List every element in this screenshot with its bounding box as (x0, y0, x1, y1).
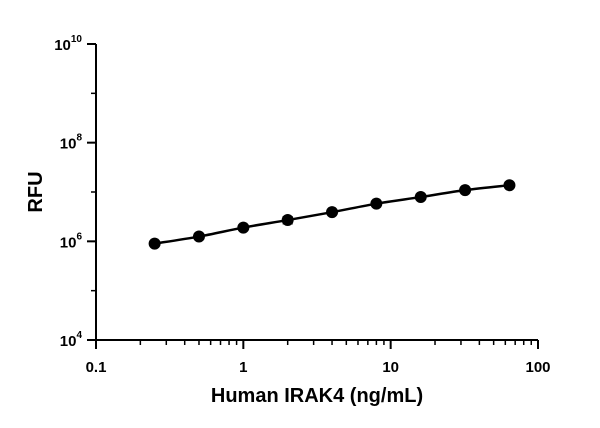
y-tick-label: 106 (60, 231, 83, 251)
data-point (459, 184, 472, 197)
data-point (148, 237, 161, 250)
data-point (192, 230, 205, 243)
y-tick-base: 10 (60, 234, 77, 251)
y-tick-label: 1010 (54, 34, 82, 54)
y-tick-exponent: 10 (71, 34, 83, 45)
y-tick-label: 104 (60, 330, 83, 350)
y-tick-exponent: 8 (76, 133, 82, 144)
y-tick-exponent: 6 (76, 231, 82, 242)
data-point (503, 179, 516, 192)
x-tick-label: 0.1 (86, 359, 107, 376)
data-point (370, 197, 383, 210)
y-tick-base: 10 (60, 136, 77, 153)
y-tick-base: 10 (54, 37, 71, 54)
y-tick-label: 108 (60, 133, 83, 153)
data-point (326, 206, 339, 219)
y-axis-title: RFU (25, 171, 47, 212)
y-tick-exponent: 4 (76, 330, 82, 341)
data-point (281, 214, 294, 227)
data-points (148, 179, 516, 250)
x-tick-label: 10 (382, 359, 399, 376)
x-axis-ticks: 0.1 1 10 100 (86, 340, 551, 376)
x-tick-label: 100 (525, 359, 550, 376)
x-tick-label: 1 (239, 359, 247, 376)
y-tick-base: 10 (60, 333, 77, 350)
data-point (414, 191, 427, 204)
x-axis-title: Human IRAK4 (ng/mL) (211, 385, 423, 407)
data-point (237, 221, 250, 234)
